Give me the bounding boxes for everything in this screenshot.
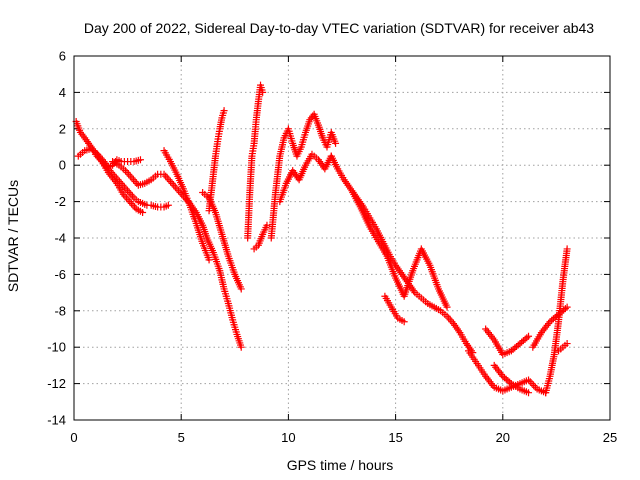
- data-point: [166, 178, 174, 186]
- data-point: [162, 172, 170, 180]
- x-tick-labels: 0 5 10 15 20 25: [70, 430, 617, 445]
- y-tick-label: 0: [59, 158, 66, 173]
- y-tick-label: -6: [54, 267, 66, 282]
- data-point: [165, 176, 173, 184]
- data-point: [128, 174, 136, 182]
- y-axis-label: SDTVAR / TECUs: [5, 180, 21, 292]
- data-point: [445, 314, 453, 322]
- data-point: [125, 170, 133, 178]
- data-point: [220, 107, 228, 115]
- y-tick-label: -2: [54, 194, 66, 209]
- data-point: [123, 168, 131, 176]
- y-tick-label: -4: [54, 231, 66, 246]
- data-point: [525, 332, 533, 340]
- x-tick-label: 20: [496, 430, 510, 445]
- data-point: [237, 285, 245, 293]
- data-point: [530, 381, 538, 389]
- y-tick-label: 6: [59, 49, 66, 64]
- data-point: [400, 318, 408, 326]
- x-tick-label: 5: [178, 430, 185, 445]
- x-axis-label: GPS time / hours: [287, 457, 394, 473]
- y-tick-label: -8: [54, 303, 66, 318]
- plot-frame: [73, 55, 611, 421]
- data-point: [526, 378, 534, 386]
- x-tick-label: 15: [388, 430, 402, 445]
- data-point: [163, 174, 171, 182]
- data-point: [129, 176, 137, 184]
- data-point: [133, 179, 141, 187]
- data-point: [523, 334, 531, 342]
- y-tick-label: -14: [47, 413, 66, 428]
- chart-title: Day 200 of 2022, Sidereal Day-to-day VTE…: [84, 20, 594, 36]
- data-point: [139, 209, 147, 217]
- data-point: [525, 389, 533, 397]
- data-point: [237, 343, 245, 351]
- y-tick-labels: -14 -12 -10 -8 -6 -4 -2 0 2 4 6: [47, 49, 66, 428]
- data-point: [136, 156, 144, 164]
- data-point: [170, 181, 178, 189]
- y-tick-label: -12: [47, 376, 66, 391]
- data-point: [332, 139, 340, 147]
- plot-points: [72, 81, 571, 397]
- data-point: [160, 170, 168, 178]
- data-point: [563, 303, 571, 311]
- y-tick-label: 2: [59, 121, 66, 136]
- y-tick-label: 4: [59, 85, 66, 100]
- grid: [74, 56, 610, 420]
- x-tick-label: 25: [603, 430, 617, 445]
- x-tick-label: 10: [281, 430, 295, 445]
- data-point: [168, 179, 176, 187]
- data-point: [205, 256, 213, 264]
- data-point: [126, 172, 134, 180]
- data-point: [259, 88, 267, 96]
- data-point: [563, 245, 571, 253]
- data-point: [129, 201, 137, 209]
- data-point: [446, 316, 454, 324]
- data-point: [164, 201, 172, 209]
- data-point: [443, 303, 451, 311]
- x-tick-label: 0: [70, 430, 77, 445]
- data-point: [563, 340, 571, 348]
- y-tick-label: -10: [47, 340, 66, 355]
- data-point: [506, 378, 514, 386]
- data-point: [171, 183, 179, 191]
- data-point: [263, 221, 271, 229]
